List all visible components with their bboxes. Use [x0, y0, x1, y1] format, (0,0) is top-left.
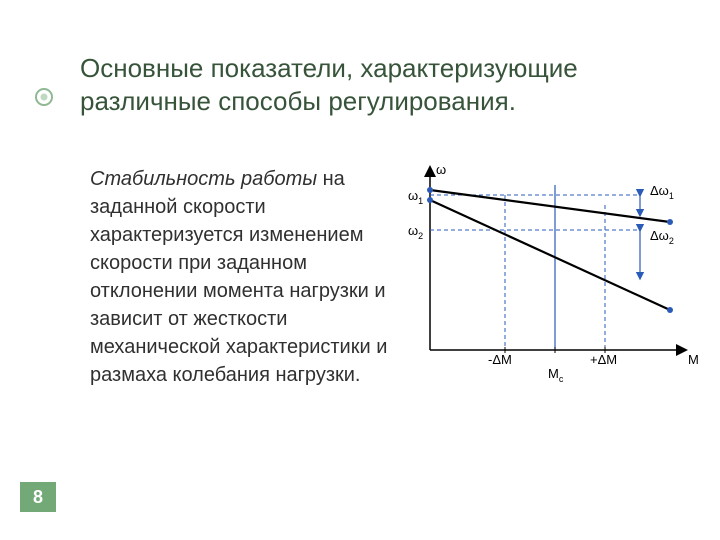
- slide: Основные показатели, характеризующие раз…: [0, 0, 720, 540]
- bullet-icon: [35, 88, 53, 106]
- body-text-rest: на заданной скорости характеризуется изм…: [90, 168, 387, 386]
- y-axis-label: ω: [436, 162, 446, 177]
- dw2-label: Δω2: [650, 228, 674, 246]
- w1-label: ω1: [408, 188, 423, 206]
- plus-dm-label: +ΔM: [590, 352, 617, 367]
- body-text-italic: Стабильность работы: [90, 168, 317, 190]
- minus-dm-label: -ΔM: [488, 352, 512, 367]
- marker: [427, 187, 433, 193]
- mechanical-characteristic-chart: ω M ω1 ω2 Δω1 Δω2 -ΔM +ΔM Mс: [400, 160, 700, 400]
- marker: [667, 307, 673, 313]
- slide-number-badge: 8: [20, 482, 56, 512]
- w2-label: ω2: [408, 223, 423, 241]
- x-axis-label: M: [688, 352, 699, 367]
- slide-title: Основные показатели, характеризующие раз…: [80, 52, 640, 117]
- mc-label: Mс: [548, 366, 564, 384]
- dw1-label: Δω1: [650, 183, 674, 201]
- marker: [427, 197, 433, 203]
- body-text: Стабильность работы на заданной скорости…: [90, 165, 400, 389]
- marker: [667, 219, 673, 225]
